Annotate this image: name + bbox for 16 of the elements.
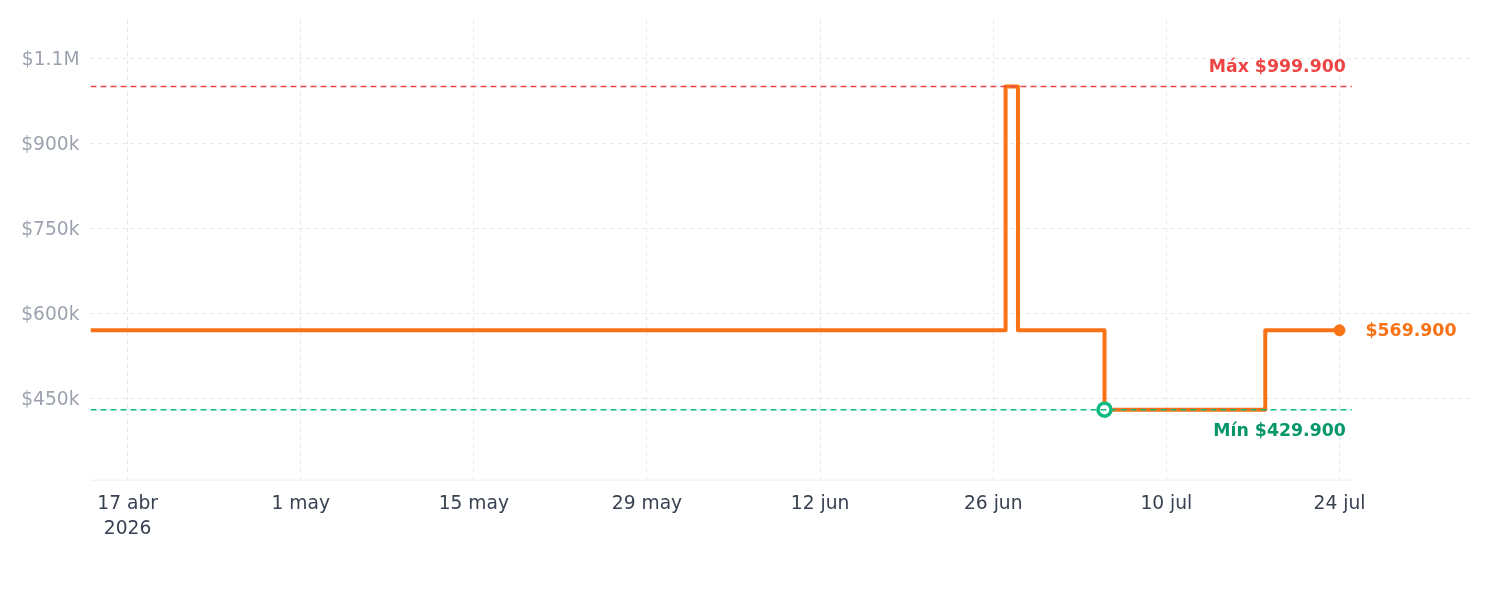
x-tick-label: 10 jul: [1140, 491, 1193, 513]
x-tick-label: 12 jun: [790, 491, 850, 513]
x-tick-label: 26 jun: [963, 491, 1023, 513]
annotation: $569.900: [1365, 320, 1457, 341]
y-tick-label: $750k: [21, 217, 80, 239]
y-tick-label: $600k: [21, 302, 80, 324]
y-tick-label: $1.1M: [21, 47, 80, 69]
x-tick-label: 1 may: [271, 491, 330, 513]
x-tick-label: 24 jul: [1313, 491, 1366, 513]
x-tick-label: 17 abr 2026: [97, 491, 159, 538]
x-tick-label: 15 may: [438, 491, 510, 513]
ref-line-label: Mín $429.900: [1213, 419, 1346, 440]
y-tick-label: $900k: [21, 132, 80, 154]
y-tick-label: $450k: [21, 387, 80, 409]
ref-line-label: Máx $999.900: [1208, 56, 1346, 77]
x-tick-label: 29 may: [611, 491, 683, 513]
